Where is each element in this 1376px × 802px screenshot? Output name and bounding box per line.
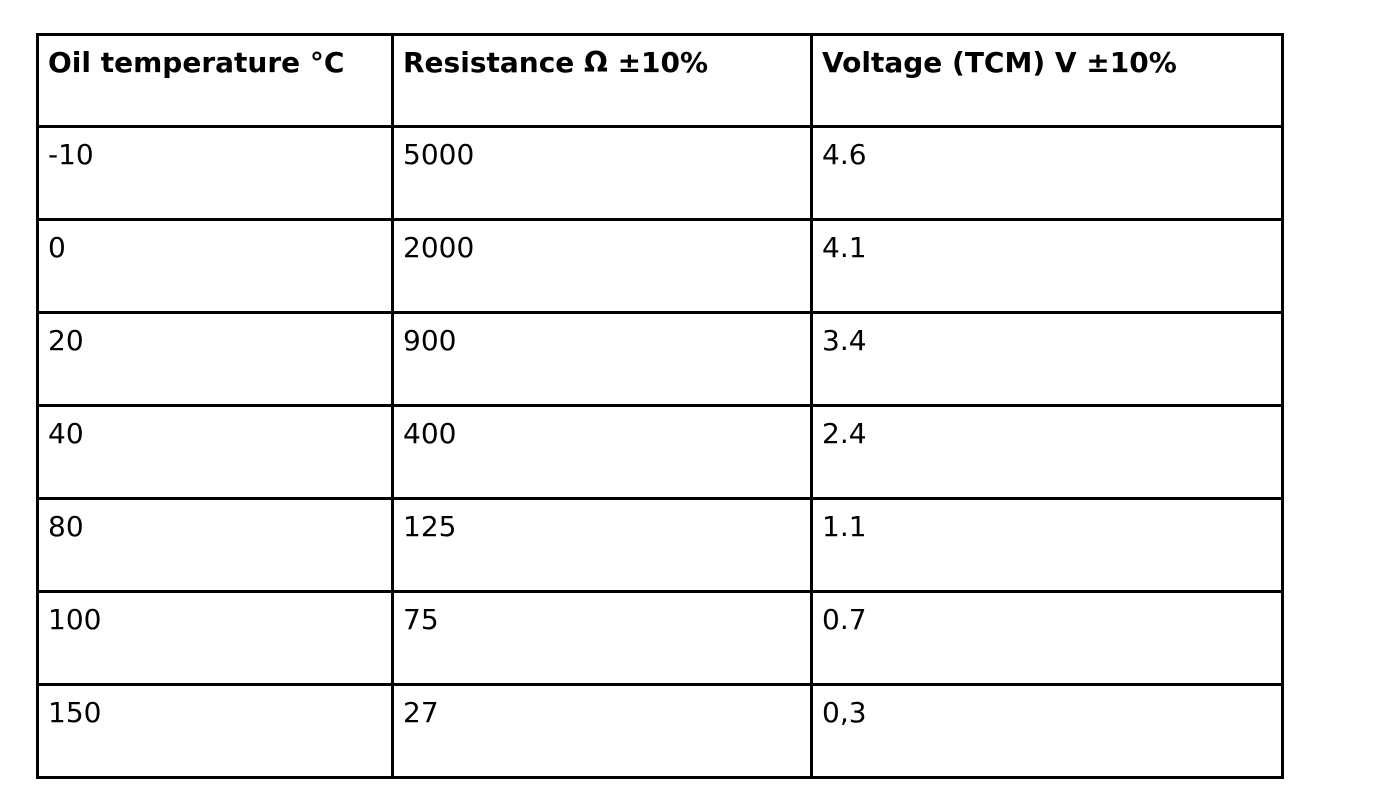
cell-resistance: 75 bbox=[391, 590, 813, 686]
header-row: Oil temperature °C Resistance Ω ±10% Vol… bbox=[36, 33, 1284, 128]
table-row: -10 5000 4.6 bbox=[36, 125, 1284, 221]
table-row: 0 2000 4.1 bbox=[36, 218, 1284, 314]
cell-voltage: 3.4 bbox=[810, 311, 1284, 407]
cell-resistance: 5000 bbox=[391, 125, 813, 221]
table-row: 40 400 2.4 bbox=[36, 404, 1284, 500]
cell-voltage: 2.4 bbox=[810, 404, 1284, 500]
cell-temperature: 40 bbox=[36, 404, 394, 500]
cell-resistance: 400 bbox=[391, 404, 813, 500]
cell-temperature: 20 bbox=[36, 311, 394, 407]
cell-temperature: 100 bbox=[36, 590, 394, 686]
cell-voltage: 1.1 bbox=[810, 497, 1284, 593]
cell-temperature: 80 bbox=[36, 497, 394, 593]
cell-voltage: 4.1 bbox=[810, 218, 1284, 314]
cell-voltage: 0.7 bbox=[810, 590, 1284, 686]
column-header-resistance: Resistance Ω ±10% bbox=[391, 33, 813, 128]
oil-temperature-table-container: Oil temperature °C Resistance Ω ±10% Vol… bbox=[36, 33, 1284, 779]
cell-temperature: -10 bbox=[36, 125, 394, 221]
table-row: 150 27 0,3 bbox=[36, 683, 1284, 779]
cell-resistance: 125 bbox=[391, 497, 813, 593]
table-row: 80 125 1.1 bbox=[36, 497, 1284, 593]
oil-temperature-resistance-voltage-table: Oil temperature °C Resistance Ω ±10% Vol… bbox=[36, 33, 1284, 779]
cell-resistance: 2000 bbox=[391, 218, 813, 314]
cell-resistance: 27 bbox=[391, 683, 813, 779]
table-row: 20 900 3.4 bbox=[36, 311, 1284, 407]
cell-resistance: 900 bbox=[391, 311, 813, 407]
cell-voltage: 4.6 bbox=[810, 125, 1284, 221]
cell-temperature: 0 bbox=[36, 218, 394, 314]
table-row: 100 75 0.7 bbox=[36, 590, 1284, 686]
column-header-voltage-tcm: Voltage (TCM) V ±10% bbox=[810, 33, 1284, 128]
cell-temperature: 150 bbox=[36, 683, 394, 779]
column-header-oil-temperature: Oil temperature °C bbox=[36, 33, 394, 128]
cell-voltage: 0,3 bbox=[810, 683, 1284, 779]
